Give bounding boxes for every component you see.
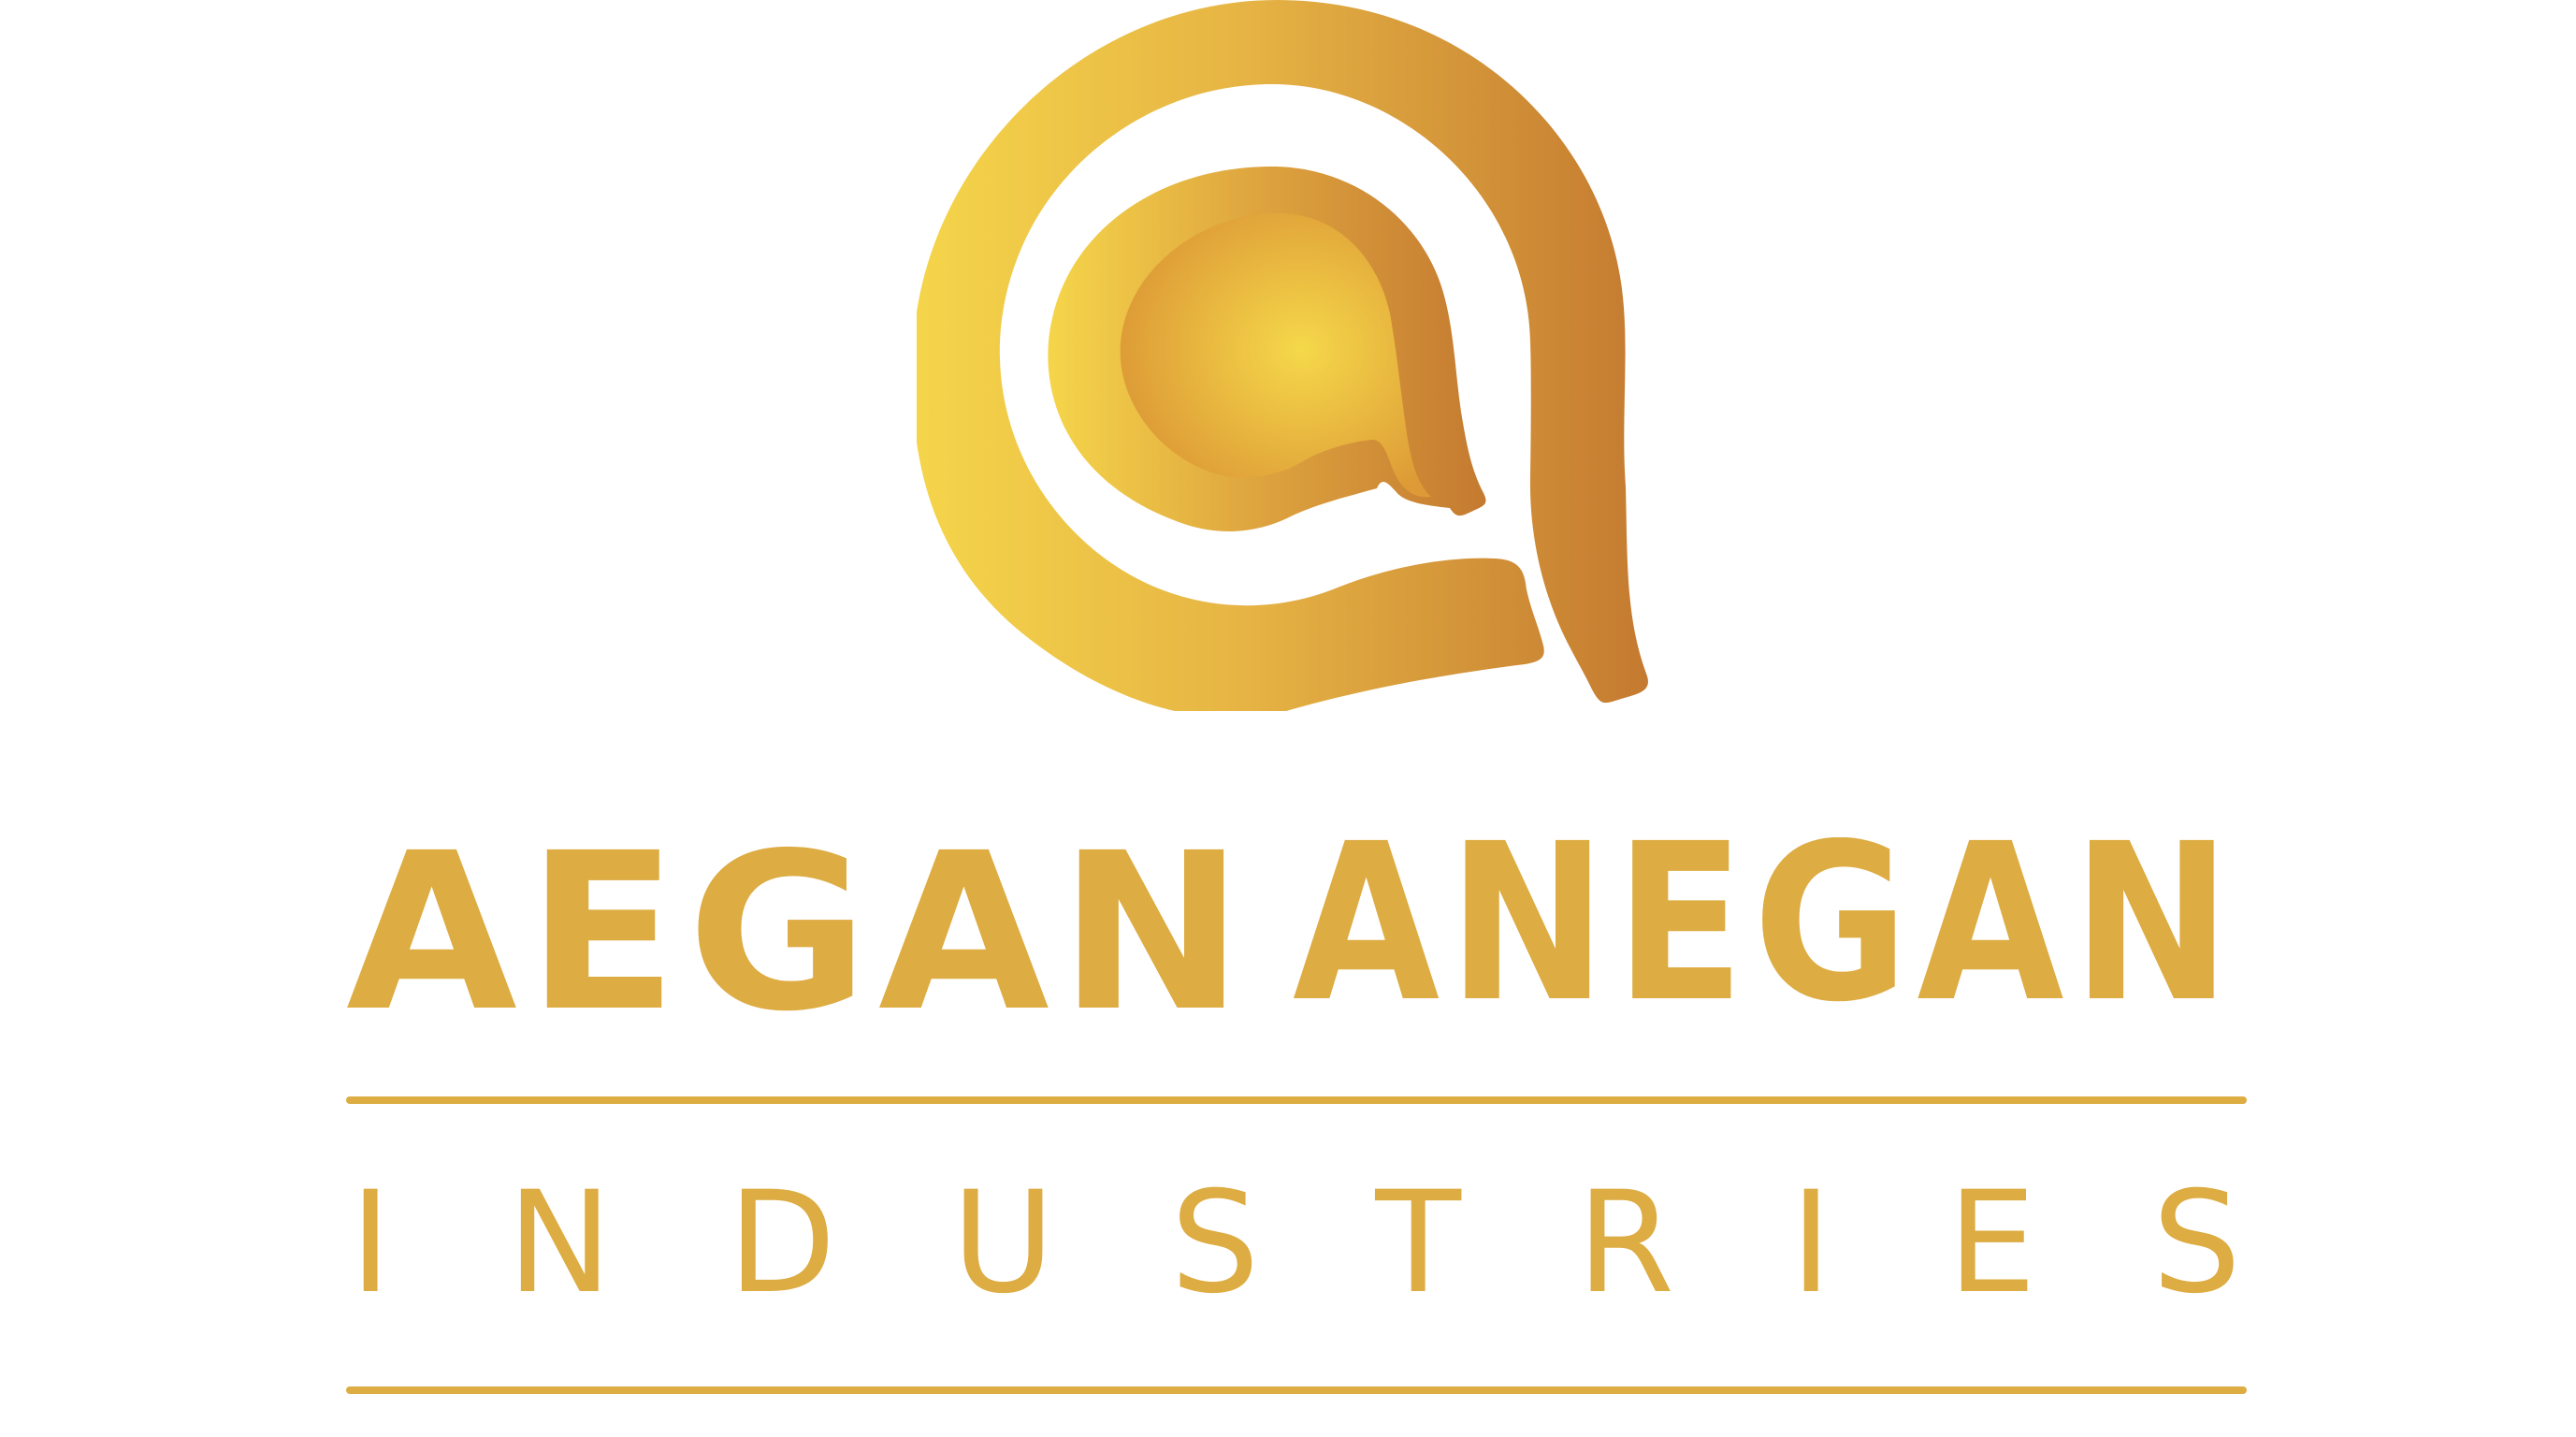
top-divider [346, 1096, 2247, 1104]
inner-core [1120, 213, 1431, 498]
subtitle-industries: INDUSTRIES [350, 1181, 2241, 1302]
outer-spiral-band [917, 0, 1648, 711]
company-name-line2: ANEGAN [1293, 837, 2239, 1015]
spiral-logo-icon [917, 0, 1648, 711]
subtitle-text: INDUSTRIES [350, 1181, 2241, 1302]
company-name-line1: AEGAN [346, 837, 1253, 1015]
bottom-divider [346, 1386, 2247, 1394]
company-name-wordmark: AEGAN ANEGAN [346, 837, 2239, 1015]
